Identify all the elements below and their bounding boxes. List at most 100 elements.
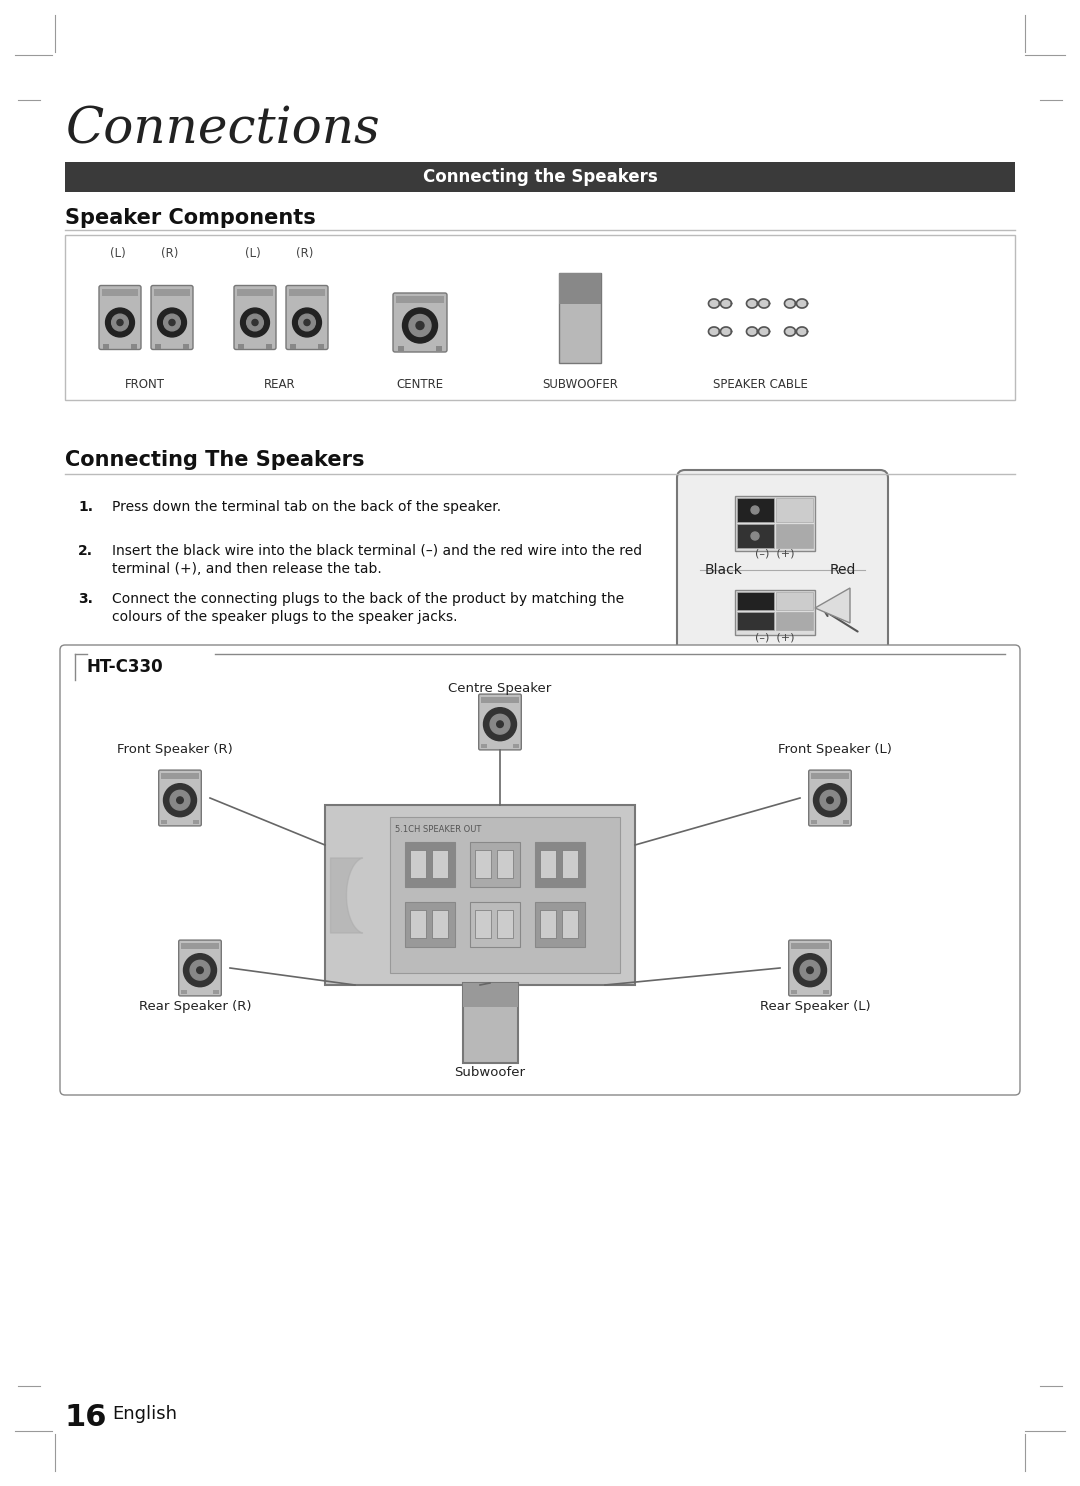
Text: 5.1CH SPEAKER OUT: 5.1CH SPEAKER OUT xyxy=(395,825,482,834)
Text: Speaker Components: Speaker Components xyxy=(65,208,315,227)
Bar xyxy=(266,343,272,349)
Text: (L): (L) xyxy=(110,247,126,260)
Bar xyxy=(777,525,813,548)
Polygon shape xyxy=(784,327,796,336)
Bar xyxy=(289,288,325,296)
Polygon shape xyxy=(720,327,731,336)
Bar xyxy=(737,591,774,609)
Circle shape xyxy=(164,314,180,331)
Bar xyxy=(777,591,813,609)
Circle shape xyxy=(190,960,210,981)
Circle shape xyxy=(241,308,269,337)
Bar xyxy=(470,902,519,947)
FancyBboxPatch shape xyxy=(159,770,201,826)
Circle shape xyxy=(751,532,759,539)
Text: (R): (R) xyxy=(161,247,178,260)
Text: CENTRE: CENTRE xyxy=(396,377,444,391)
Bar xyxy=(559,272,600,363)
Bar xyxy=(432,850,448,878)
FancyBboxPatch shape xyxy=(788,941,832,996)
Bar xyxy=(183,343,189,349)
Text: Centre Speaker: Centre Speaker xyxy=(448,682,552,695)
Bar xyxy=(497,850,513,878)
Bar xyxy=(540,850,556,878)
Circle shape xyxy=(293,308,322,337)
Bar xyxy=(535,902,585,947)
Circle shape xyxy=(246,314,264,331)
FancyBboxPatch shape xyxy=(809,770,851,826)
FancyBboxPatch shape xyxy=(286,285,328,349)
Bar xyxy=(562,909,578,938)
Bar xyxy=(735,590,815,635)
Bar xyxy=(735,496,815,551)
Text: colours of the speaker plugs to the speaker jacks.: colours of the speaker plugs to the spea… xyxy=(112,609,458,624)
Bar xyxy=(842,820,849,825)
Bar xyxy=(475,850,491,878)
Bar xyxy=(737,498,774,522)
Bar xyxy=(559,272,600,305)
Bar xyxy=(291,343,296,349)
Bar xyxy=(405,843,455,887)
Bar xyxy=(325,805,635,985)
Bar xyxy=(470,843,519,887)
Polygon shape xyxy=(746,299,757,308)
Text: Front Speaker (R): Front Speaker (R) xyxy=(117,743,233,756)
Bar xyxy=(513,744,518,749)
Bar xyxy=(811,820,818,825)
Bar xyxy=(462,984,517,1062)
Polygon shape xyxy=(758,327,769,336)
Circle shape xyxy=(813,783,847,817)
Text: SPEAKER CABLE: SPEAKER CABLE xyxy=(713,377,808,391)
Circle shape xyxy=(163,783,197,817)
Text: FRONT: FRONT xyxy=(125,377,165,391)
Circle shape xyxy=(158,308,187,337)
Bar xyxy=(238,343,244,349)
Text: Black: Black xyxy=(705,563,743,577)
Bar xyxy=(65,235,1015,400)
Circle shape xyxy=(484,707,516,740)
Bar xyxy=(410,850,426,878)
Bar xyxy=(777,612,813,630)
Bar xyxy=(436,346,442,351)
Circle shape xyxy=(820,791,840,810)
Polygon shape xyxy=(797,327,808,336)
Text: 2.: 2. xyxy=(78,544,93,559)
Bar xyxy=(432,909,448,938)
Bar xyxy=(462,984,517,1008)
Bar xyxy=(792,990,797,994)
Bar xyxy=(811,773,849,779)
Bar xyxy=(156,343,161,349)
Bar xyxy=(823,990,828,994)
Circle shape xyxy=(416,321,424,330)
Circle shape xyxy=(800,960,820,981)
Polygon shape xyxy=(708,327,719,336)
Circle shape xyxy=(117,319,123,325)
Text: Red: Red xyxy=(831,563,856,577)
Bar xyxy=(399,346,404,351)
FancyBboxPatch shape xyxy=(178,941,221,996)
Bar xyxy=(562,850,578,878)
Text: 1.: 1. xyxy=(78,499,93,514)
Bar xyxy=(482,697,518,703)
Circle shape xyxy=(299,314,315,331)
Bar xyxy=(792,942,828,950)
Bar xyxy=(181,990,187,994)
FancyBboxPatch shape xyxy=(99,285,141,349)
Bar xyxy=(777,498,813,522)
Bar xyxy=(318,343,324,349)
Bar xyxy=(213,990,219,994)
Bar xyxy=(535,843,585,887)
Polygon shape xyxy=(815,588,850,623)
Bar xyxy=(193,820,199,825)
Polygon shape xyxy=(758,299,769,308)
Bar xyxy=(390,817,620,973)
FancyBboxPatch shape xyxy=(677,470,888,672)
Text: (L): (L) xyxy=(245,247,261,260)
Circle shape xyxy=(111,314,129,331)
Circle shape xyxy=(794,954,826,987)
Text: (–)  (+): (–) (+) xyxy=(755,633,795,643)
Text: Connections: Connections xyxy=(65,106,380,155)
FancyBboxPatch shape xyxy=(234,285,276,349)
Text: Subwoofer: Subwoofer xyxy=(455,1065,526,1079)
Bar xyxy=(237,288,273,296)
